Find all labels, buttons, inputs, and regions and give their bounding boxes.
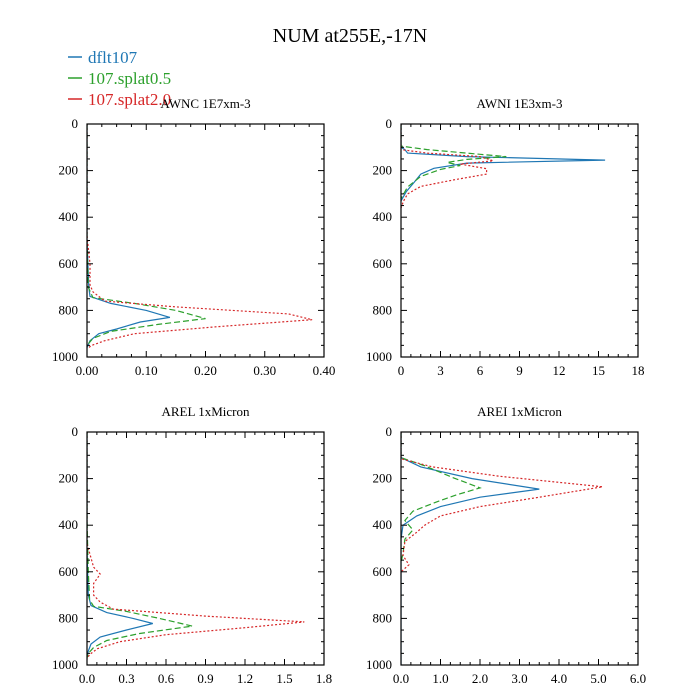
y-tick-label: 0: [386, 116, 393, 131]
panel-title: AWNI 1E3xm-3: [477, 96, 563, 111]
x-tick-label: 0.00: [76, 363, 99, 378]
series-group: [87, 124, 313, 350]
x-tick-label: 0.0: [79, 671, 95, 686]
x-tick-label: 15: [592, 363, 605, 378]
x-tick-label: 0.6: [158, 671, 175, 686]
series-line-dflt107: [401, 124, 606, 202]
series-line-dflt107: [87, 432, 153, 657]
x-tick-label: 1.0: [432, 671, 448, 686]
y-tick-label: 400: [373, 517, 393, 532]
y-tick-label: 1000: [366, 657, 392, 672]
series-line-107-splat2-0: [87, 432, 305, 660]
legend-label: 107.splat0.5: [88, 69, 171, 88]
x-tick-label: 3.0: [511, 671, 527, 686]
x-tick-label: 0.30: [253, 363, 276, 378]
panel-awni: AWNI 1E3xm-3 0 200 400 600 800 1000 0 3 6 9 12 15 18: [366, 96, 645, 378]
legend-item-splat05: 107.splat0.5: [68, 69, 171, 88]
panel-title: AWNC 1E7xm-3: [160, 96, 250, 111]
x-tick-label: 2.0: [472, 671, 488, 686]
plot-frame: [86, 431, 325, 666]
y-tick-label: 800: [59, 610, 79, 625]
y-tick-label: 200: [373, 471, 393, 486]
series-line-107-splat2-0: [401, 432, 603, 573]
legend-item-splat20: 107.splat2.0: [68, 90, 171, 109]
x-tick-label: 6: [477, 363, 484, 378]
y-tick-label: 800: [59, 302, 79, 317]
x-tick-label: 5.0: [590, 671, 606, 686]
series-line-107-splat0-5: [87, 124, 206, 346]
series-line-107-splat0-5: [401, 432, 482, 563]
y-tick-label: 0: [72, 116, 79, 131]
series-group: [401, 432, 603, 665]
y-tick-label: 200: [59, 163, 79, 178]
figure-title: NUM at255E,-17N: [273, 25, 427, 47]
x-tick-label: 0.0: [393, 671, 409, 686]
y-tick-label: 0: [72, 424, 79, 439]
y-tick-label: 800: [373, 302, 393, 317]
plot-frame: [86, 123, 325, 358]
y-tick-label: 400: [373, 209, 393, 224]
x-tick-label: 0.3: [118, 671, 134, 686]
x-tick-label: 1.5: [276, 671, 292, 686]
series-line-107-splat0-5: [87, 432, 193, 659]
series-line-107-splat0-5: [401, 124, 507, 199]
y-tick-label: 1000: [52, 657, 78, 672]
y-tick-label: 1000: [366, 349, 392, 364]
series-line-107-splat2-0: [401, 124, 494, 209]
x-tick-label: 1.2: [237, 671, 253, 686]
y-tick-label: 1000: [52, 349, 78, 364]
series-group: [401, 124, 606, 209]
panel-title: AREI 1xMicron: [477, 404, 562, 419]
y-tick-label: 600: [373, 564, 393, 579]
x-tick-label: 3: [437, 363, 444, 378]
y-tick-label: 600: [373, 256, 393, 271]
legend-label: 107.splat2.0: [88, 90, 171, 109]
legend-item-dflt107: dflt107: [68, 48, 138, 67]
series-group: [87, 432, 305, 660]
y-tick-label: 200: [373, 163, 393, 178]
x-tick-label: 18: [632, 363, 645, 378]
y-tick-label: 800: [373, 610, 393, 625]
x-tick-label: 0.20: [194, 363, 217, 378]
x-tick-label: 1.8: [316, 671, 332, 686]
y-tick-label: 400: [59, 517, 79, 532]
x-tick-label: 9: [516, 363, 523, 378]
y-tick-label: 600: [59, 564, 79, 579]
x-tick-label: 6.0: [630, 671, 646, 686]
y-tick-label: 0: [386, 424, 393, 439]
series-line-dflt107: [401, 432, 540, 665]
x-tick-label: 12: [553, 363, 566, 378]
x-tick-label: 0.9: [197, 671, 213, 686]
x-tick-label: 4.0: [551, 671, 567, 686]
legend-label: dflt107: [88, 48, 138, 67]
plot-frame: [400, 123, 639, 358]
series-line-dflt107: [87, 124, 171, 348]
x-tick-label: 0.10: [135, 363, 158, 378]
series-line-107-splat2-0: [87, 124, 313, 350]
y-tick-label: 200: [59, 471, 79, 486]
x-tick-label: 0: [398, 363, 405, 378]
x-tick-label: 0.40: [313, 363, 336, 378]
legend: dflt107 107.splat0.5 107.splat2.0: [68, 48, 171, 109]
panel-title: AREL 1xMicron: [162, 404, 250, 419]
plot-frame: [400, 431, 639, 666]
y-tick-label: 600: [59, 256, 79, 271]
y-tick-label: 400: [59, 209, 79, 224]
